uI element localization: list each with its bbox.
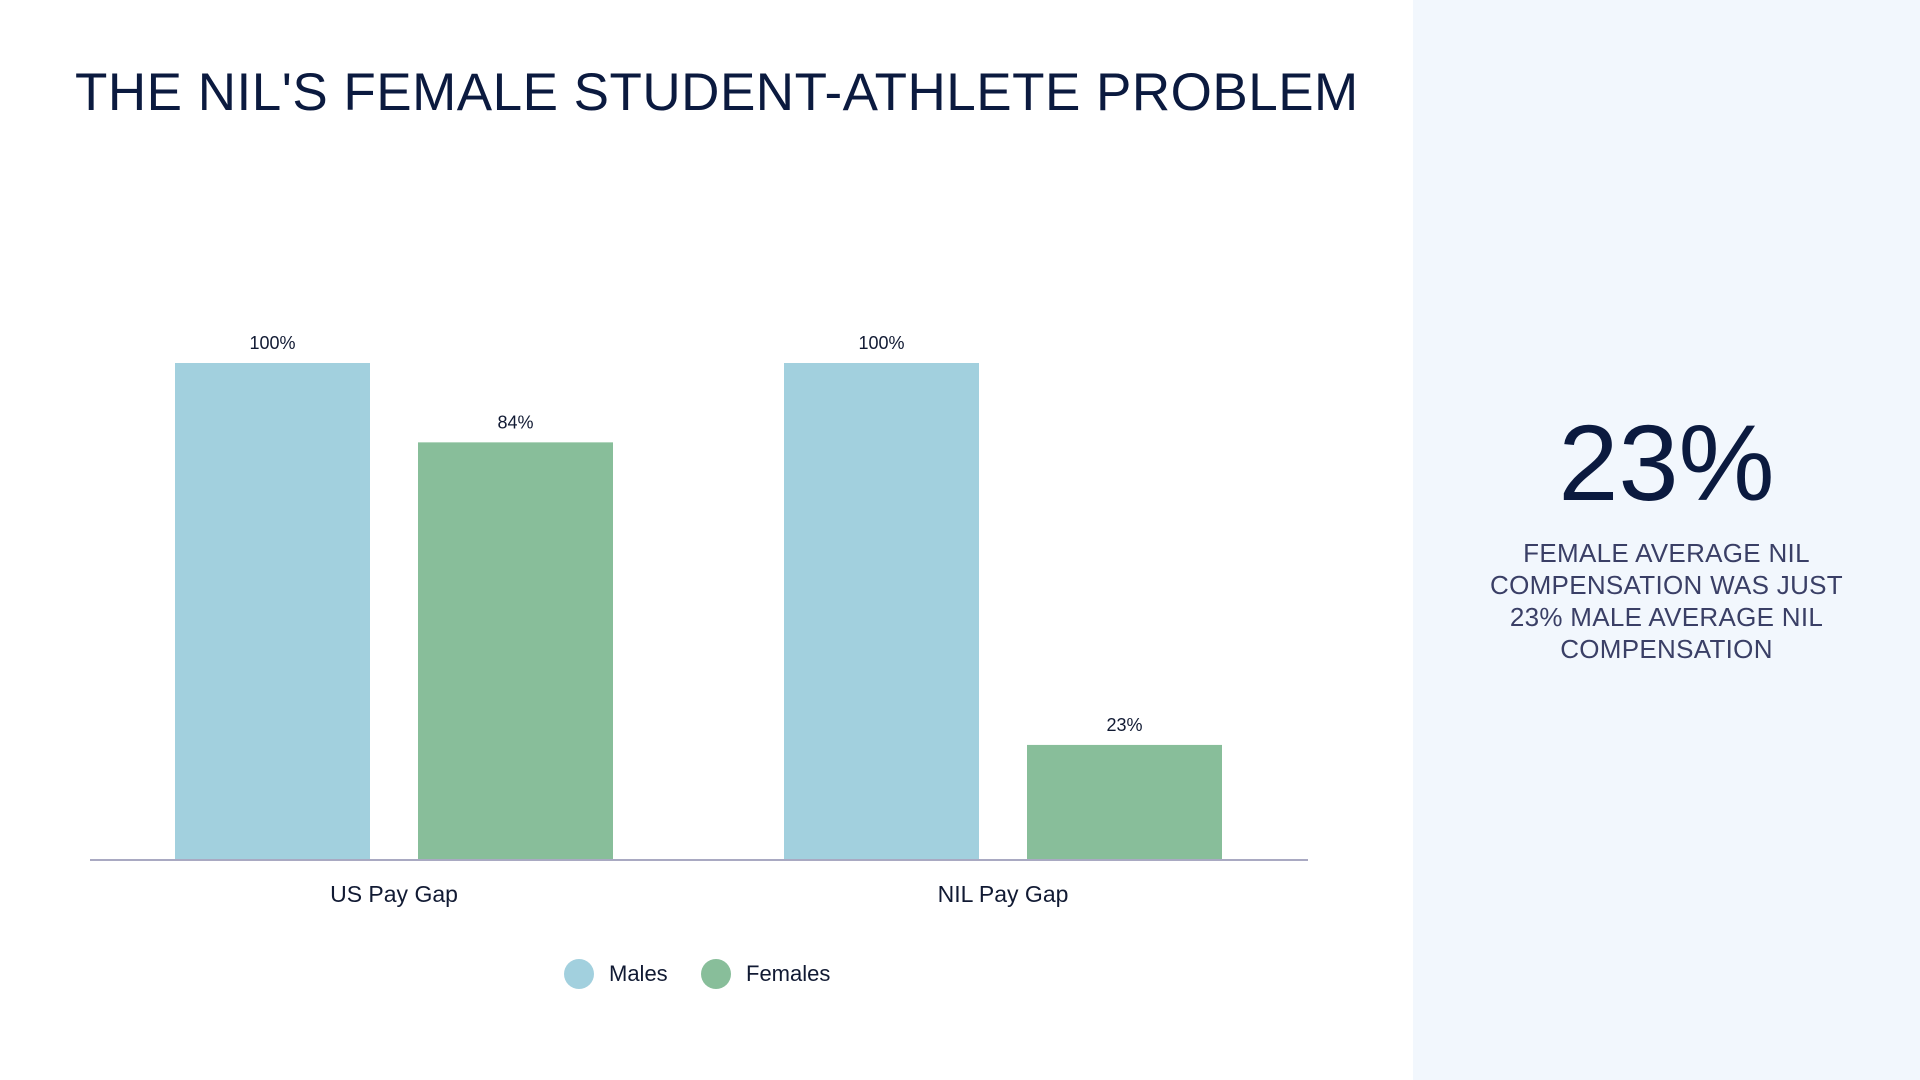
legend-item-males: Males	[564, 958, 668, 990]
bar-females-1	[418, 442, 613, 859]
bar-males-2	[784, 363, 979, 859]
data-label-males-2: 100%	[858, 333, 904, 353]
x-axis-category-label: US Pay Gap	[330, 881, 458, 907]
x-axis-category-label: NIL Pay Gap	[938, 881, 1069, 907]
legend-label-females: Females	[746, 961, 831, 986]
highlight-stat-caption: FEMALE AVERAGE NIL COMPENSATION WAS JUST…	[1490, 538, 1843, 664]
legend-swatch-males	[564, 959, 594, 989]
page-title: THE NIL'S FEMALE STUDENT-ATHLETE PROBLEM	[75, 63, 1359, 122]
data-label-males-1: 100%	[249, 333, 295, 353]
legend-item-females: Females	[701, 958, 830, 990]
bar-males-1	[175, 363, 370, 859]
bar-females-2	[1027, 744, 1222, 859]
legend-label-males: Males	[609, 961, 668, 986]
highlight-panel: 23% FEMALE AVERAGE NIL COMPENSATION WAS …	[1413, 0, 1920, 1080]
data-label-females-1: 84%	[497, 412, 533, 432]
data-label-females-2: 23%	[1106, 715, 1142, 735]
bar-chart: 100% 84% US Pay Gap 100% 23% NIL Pay Gap	[90, 333, 1308, 907]
legend-swatch-females	[701, 959, 731, 989]
highlight-stat-value: 23%	[1558, 402, 1775, 523]
